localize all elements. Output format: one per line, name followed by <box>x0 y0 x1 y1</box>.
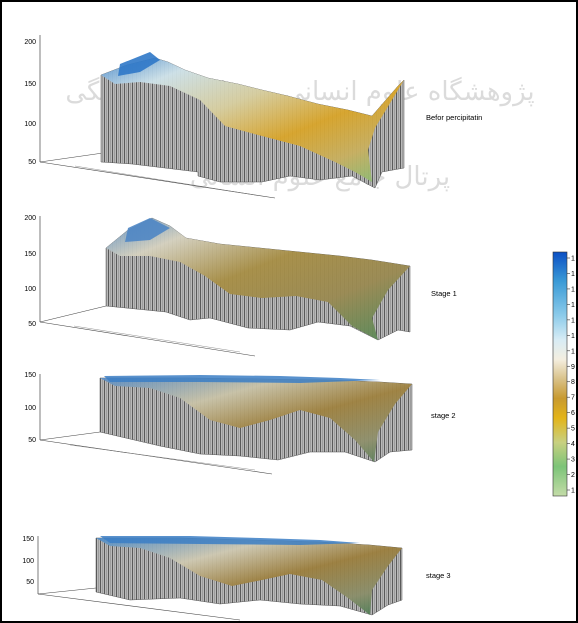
axis-tick: 150 <box>24 251 36 258</box>
color-scale-label: 1 <box>571 256 575 263</box>
color-scale-label: 1 <box>571 271 575 278</box>
color-scale-label: 1 <box>571 302 575 309</box>
color-scale-label: 1 <box>571 333 575 340</box>
panel-before-precipitation: 200 150 100 50 Befor percipitatin <box>24 35 482 199</box>
axis-tick: 50 <box>26 579 34 586</box>
axis-tick: 50 <box>28 159 36 166</box>
color-scale-bar <box>552 251 568 497</box>
color-scale-label: 5 <box>571 426 575 433</box>
axis-tick: 200 <box>24 215 36 222</box>
color-scale-label: 1 <box>571 488 575 495</box>
color-scale-label: 9 <box>571 364 575 371</box>
axis-tick: 50 <box>28 437 36 444</box>
color-scale-label: 2 <box>571 472 575 479</box>
axis-tick: 100 <box>22 558 34 565</box>
color-scale-label: 3 <box>571 457 575 464</box>
axis-tick: 200 <box>24 39 36 46</box>
panel-stage-3: 150 100 50 stage 3 <box>22 536 451 621</box>
panel-stage-2: 150 100 50 stage 2 <box>24 372 456 475</box>
axis-tick: 150 <box>22 536 34 543</box>
color-scale-label: 4 <box>571 441 575 448</box>
stage-label: Stage 1 <box>431 289 457 298</box>
color-scale-label: 1 <box>571 348 575 355</box>
axis-tick: 150 <box>24 81 36 88</box>
color-scale-label: 8 <box>571 379 575 386</box>
axis-tick: 100 <box>24 286 36 293</box>
color-scale-label: 7 <box>571 395 575 402</box>
color-scale-legend: 1 1 1 1 1 1 1 9 8 7 6 5 4 3 2 1 <box>552 251 575 497</box>
stage-label: Befor percipitatin <box>426 113 482 122</box>
color-scale-label: 1 <box>571 286 575 293</box>
stage-label: stage 2 <box>431 411 456 420</box>
panel-stage-1: 200 150 100 50 Stage 1 <box>24 215 457 357</box>
color-scale-label: 6 <box>571 410 575 417</box>
stage-label: stage 3 <box>426 571 451 580</box>
axis-tick: 100 <box>24 405 36 412</box>
axis-tick: 50 <box>28 321 36 328</box>
color-scale-label: 1 <box>571 317 575 324</box>
axis-tick: 150 <box>24 372 36 379</box>
axis-tick: 100 <box>24 121 36 128</box>
